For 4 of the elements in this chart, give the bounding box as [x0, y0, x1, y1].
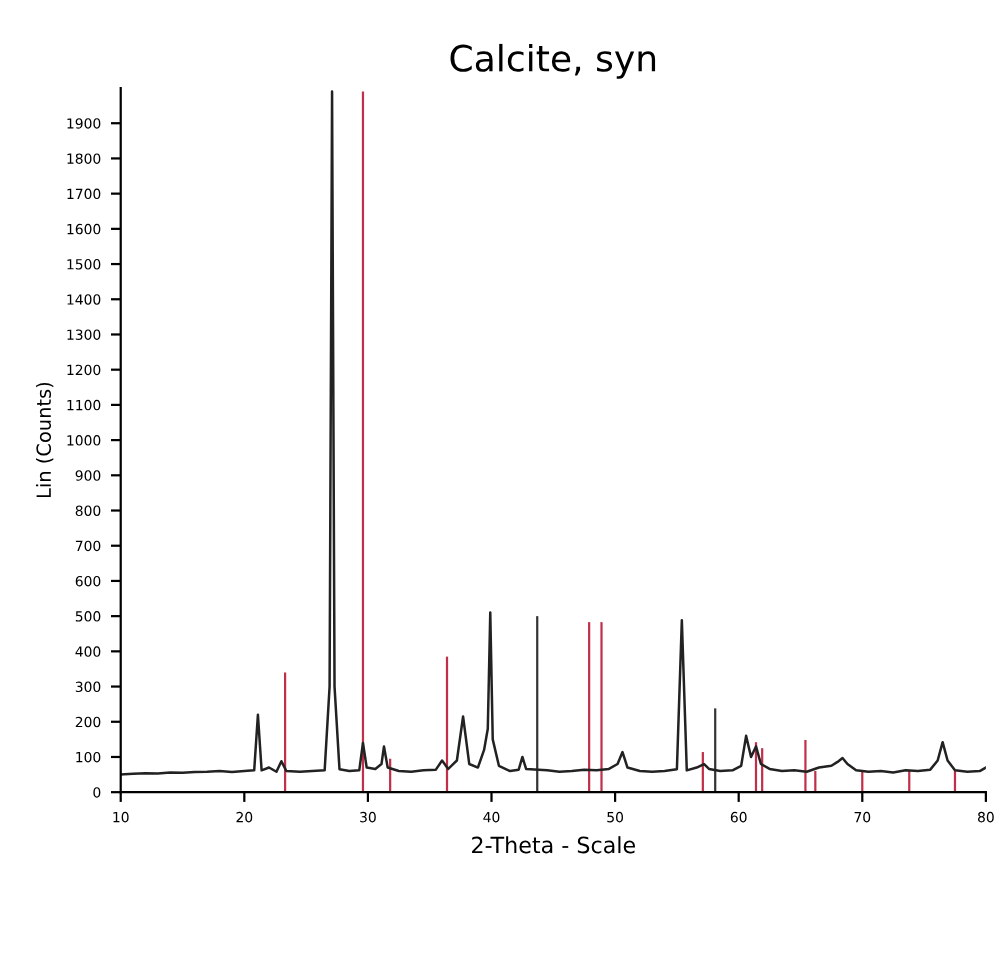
x-axis-title: 2-Theta - Scale — [472, 836, 635, 854]
line-series — [120, 90, 986, 776]
chart-title: Calcite, syn — [450, 43, 656, 79]
y-axis-title: Lin (Counts) — [36, 382, 54, 498]
